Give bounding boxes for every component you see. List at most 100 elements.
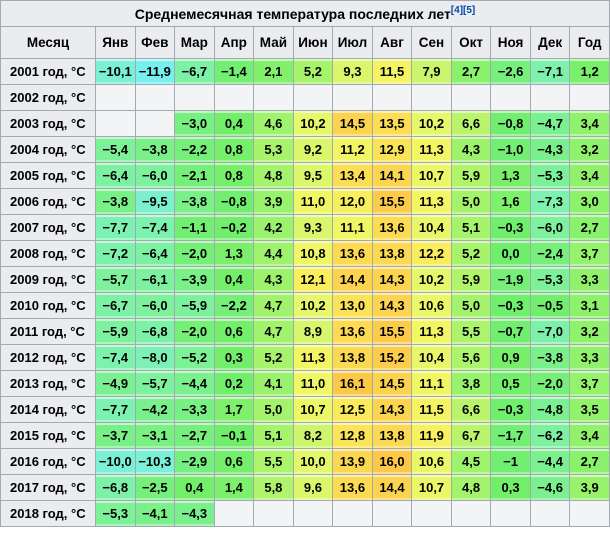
empty-cell <box>134 84 176 111</box>
temperature-cell: 3,2 <box>569 136 610 163</box>
temperature-cell: 7,9 <box>411 58 452 85</box>
table-row: 2004 год, °C −5,4 −3,8 −2,2 0,8 5,3 9,2 11,2 12,… <box>0 136 610 163</box>
temperature-cell: −3,7 <box>95 422 136 449</box>
empty-cell <box>292 500 334 527</box>
temperature-cell: −5,3 <box>529 162 571 189</box>
temperature-cell: −3,9 <box>174 266 215 293</box>
temperature-cell: 1,7 <box>213 396 255 423</box>
empty-cell <box>332 500 373 527</box>
empty-cell <box>450 500 492 527</box>
temperature-cell: −1,1 <box>174 214 215 241</box>
temperature-cell: 14,4 <box>332 266 373 293</box>
temperature-cell: 3,4 <box>569 110 610 137</box>
temperature-cell: 13,6 <box>371 214 413 241</box>
column-header: Июн <box>292 26 334 59</box>
temperature-cell: 3,8 <box>450 370 492 397</box>
temperature-cell: −2,6 <box>490 58 531 85</box>
temperature-table: Среднемесячная температура последних лет… <box>0 0 610 527</box>
temperature-cell: −2,0 <box>174 318 215 345</box>
empty-cell <box>213 84 255 111</box>
empty-cell <box>371 84 413 111</box>
temperature-cell: 12,0 <box>332 188 373 215</box>
temperature-cell: −2,0 <box>529 370 571 397</box>
temperature-cell: −7,1 <box>529 58 571 85</box>
temperature-cell: 5,9 <box>450 162 492 189</box>
temperature-cell: −0,8 <box>490 110 531 137</box>
temperature-cell: −0,3 <box>490 214 531 241</box>
table-row: 2013 год, °C −4,9 −5,7 −4,4 0,2 4,1 11,0 16,1 14… <box>0 370 610 397</box>
temperature-cell: 5,8 <box>253 474 294 501</box>
temperature-cell: 14,5 <box>332 110 373 137</box>
empty-cell <box>490 500 531 527</box>
temperature-cell: −2,7 <box>174 422 215 449</box>
temperature-cell: 3,9 <box>253 188 294 215</box>
temperature-cell: 13,8 <box>371 422 413 449</box>
temperature-cell: 10,2 <box>292 110 334 137</box>
table-title-text: Среднемесячная температура последних лет <box>134 5 451 22</box>
temperature-cell: 11,3 <box>292 344 334 371</box>
temperature-cell: 12,9 <box>371 136 413 163</box>
temperature-cell: −3,8 <box>95 188 136 215</box>
temperature-cell: 0,4 <box>174 474 215 501</box>
temperature-cell: 10,2 <box>411 266 452 293</box>
temperature-cell: 2,7 <box>569 448 610 475</box>
temperature-cell: 1,4 <box>213 474 255 501</box>
temperature-cell: 5,2 <box>450 240 492 267</box>
temperature-cell: 5,6 <box>450 344 492 371</box>
temperature-cell: −6,0 <box>134 292 176 319</box>
column-header: Июл <box>332 26 373 59</box>
reference-link-5[interactable]: [5] <box>463 4 476 16</box>
temperature-cell: 3,0 <box>569 188 610 215</box>
empty-cell <box>411 500 452 527</box>
empty-cell <box>174 84 215 111</box>
temperature-cell: 12,5 <box>332 396 373 423</box>
temperature-cell: 14,3 <box>371 396 413 423</box>
empty-cell <box>253 84 294 111</box>
temperature-cell: −11,9 <box>134 58 176 85</box>
temperature-cell: −6,4 <box>134 240 176 267</box>
temperature-cell: −4,1 <box>134 500 176 527</box>
temperature-cell: −2,2 <box>213 292 255 319</box>
temperature-cell: −4,9 <box>95 370 136 397</box>
temperature-cell: −1,9 <box>490 266 531 293</box>
temperature-cell: −5,2 <box>174 344 215 371</box>
column-header: Ноя <box>490 26 531 59</box>
temperature-cell: −4,3 <box>529 136 571 163</box>
temperature-cell: −1,7 <box>490 422 531 449</box>
temperature-cell: 13,4 <box>332 162 373 189</box>
column-header: Апр <box>213 26 255 59</box>
temperature-cell: −7,4 <box>134 214 176 241</box>
temperature-cell: 11,1 <box>332 214 373 241</box>
temperature-cell: 4,3 <box>253 266 294 293</box>
temperature-cell: 0,3 <box>213 344 255 371</box>
temperature-cell: 4,7 <box>253 318 294 345</box>
temperature-cell: 9,6 <box>292 474 334 501</box>
empty-cell <box>569 84 610 111</box>
table-row: 2017 год, °C −6,8 −2,5 0,4 1,4 5,8 9,6 13,6 14,4… <box>0 474 610 501</box>
temperature-cell: 5,9 <box>450 266 492 293</box>
temperature-cell: −5,7 <box>134 370 176 397</box>
temperature-cell: 11,9 <box>411 422 452 449</box>
temperature-cell: −7,4 <box>95 344 136 371</box>
temperature-cell: 3,4 <box>569 422 610 449</box>
table-title-row: Среднемесячная температура последних лет… <box>0 0 610 27</box>
column-header: Дек <box>529 26 571 59</box>
temperature-cell: 5,0 <box>450 188 492 215</box>
column-header: Авг <box>371 26 413 59</box>
temperature-cell: 10,7 <box>411 162 452 189</box>
table-row: 2012 год, °C −7,4 −8,0 −5,2 0,3 5,2 11,3 13,8 15… <box>0 344 610 371</box>
temperature-cell: −5,9 <box>95 318 136 345</box>
temperature-cell: 3,3 <box>569 266 610 293</box>
temperature-cell: 5,3 <box>253 136 294 163</box>
temperature-cell: −0,8 <box>213 188 255 215</box>
temperature-cell: −7,7 <box>95 396 136 423</box>
temperature-cell: −6,2 <box>529 422 571 449</box>
row-label: 2004 год, °C <box>0 136 96 163</box>
empty-cell <box>529 84 571 111</box>
temperature-cell: 13,0 <box>332 292 373 319</box>
temperature-cell: 11,1 <box>411 370 452 397</box>
temperature-cell: 4,8 <box>450 474 492 501</box>
row-label: 2010 год, °C <box>0 292 96 319</box>
reference-link-4[interactable]: [4] <box>450 4 464 16</box>
temperature-cell: 13,6 <box>332 474 373 501</box>
